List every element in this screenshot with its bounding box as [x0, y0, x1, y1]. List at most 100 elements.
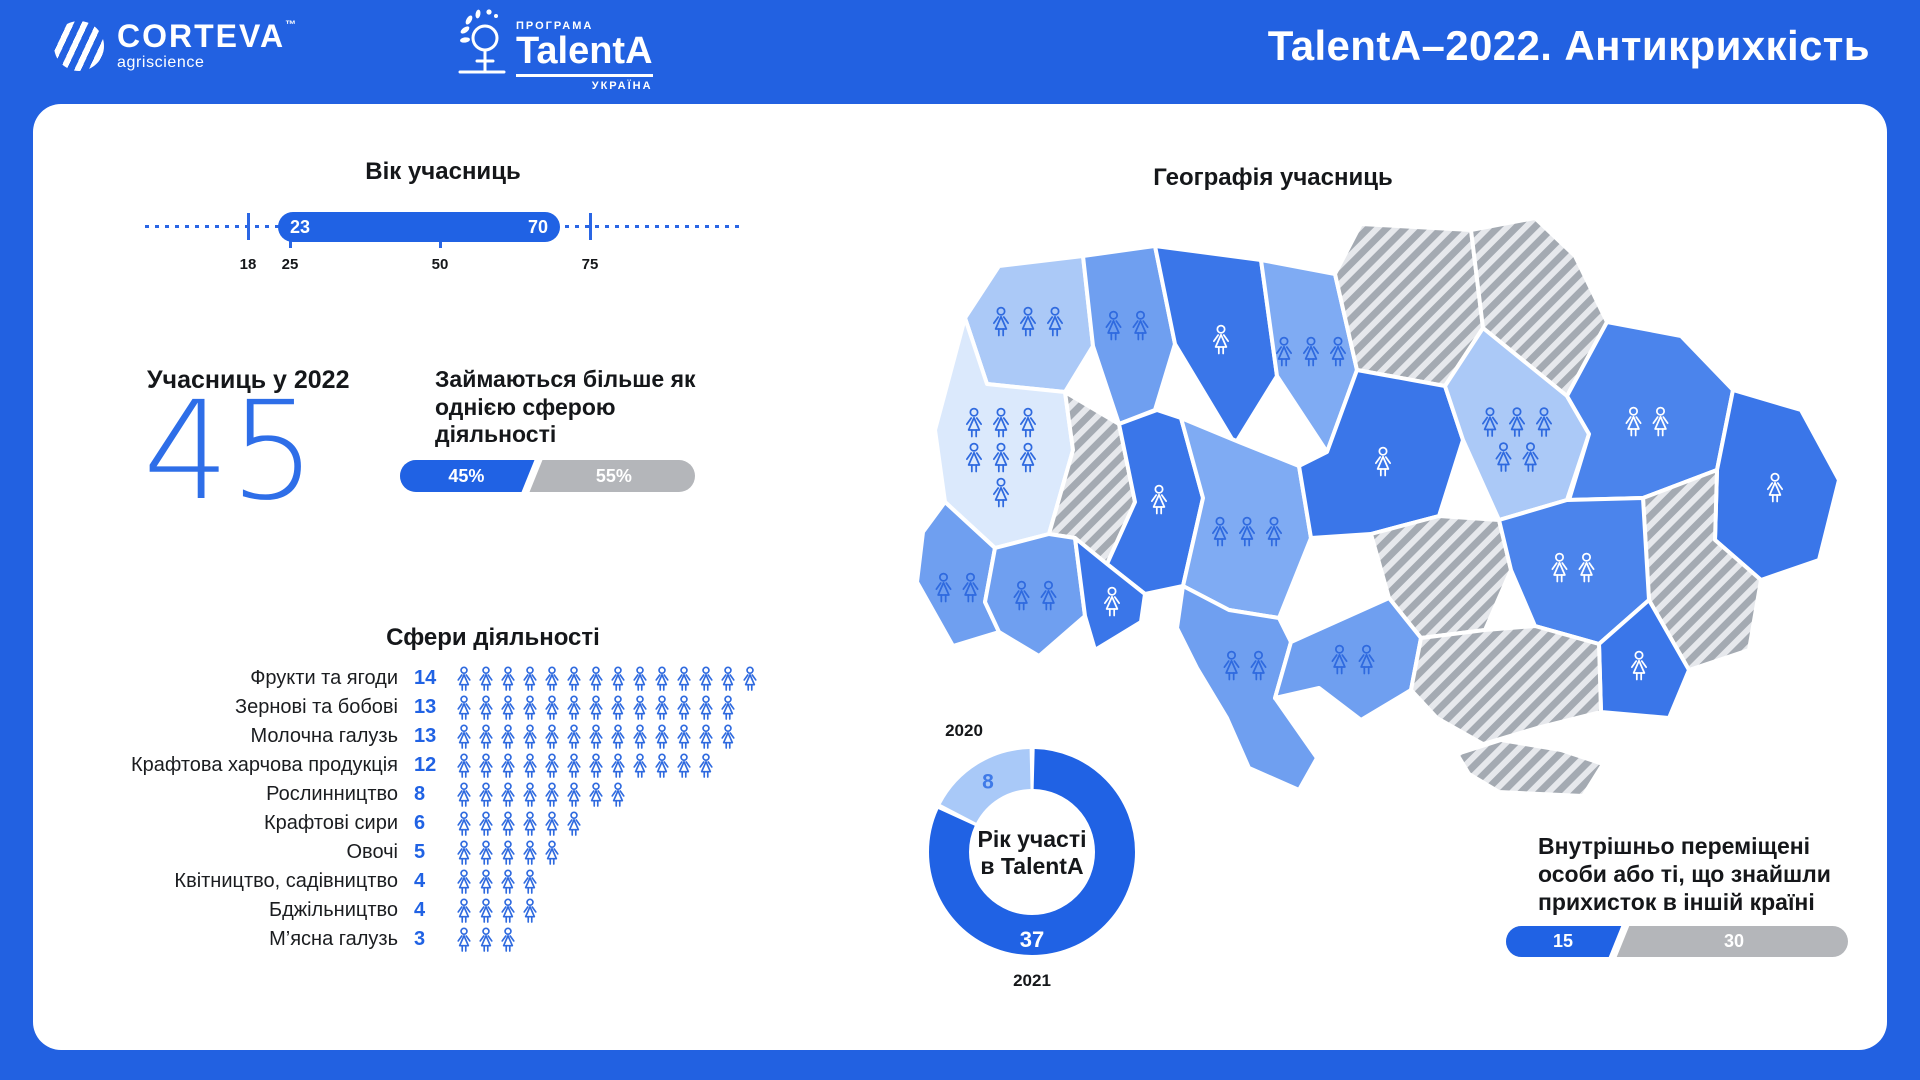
female-person-icon: [611, 694, 625, 720]
female-person-icon: [501, 926, 515, 952]
sphere-row: Квітництво, садівництво 4: [118, 867, 758, 896]
female-person-icon: [611, 781, 625, 807]
sphere-count: 5: [414, 841, 426, 863]
talenta-logo: ПРОГРАМА TalentA УКРАЇНА: [452, 8, 653, 92]
female-person-icon: [457, 868, 471, 894]
female-person-icon: [1212, 516, 1228, 547]
sphere-count: 4: [414, 870, 426, 892]
female-person-icon: [633, 723, 647, 749]
female-person-icon: [655, 723, 669, 749]
sphere-label: Крафтова харчова продукція: [130, 754, 398, 776]
female-person-icon: [611, 723, 625, 749]
corteva-logo-subtitle: agriscience: [117, 54, 205, 71]
female-person-icon: [545, 694, 559, 720]
female-person-icon: [501, 694, 515, 720]
female-person-icon: [501, 723, 515, 749]
female-person-icon: [501, 810, 515, 836]
bar-filled-segment: [400, 460, 542, 492]
corteva-logo-icon: [54, 21, 104, 71]
female-person-icon: [501, 665, 515, 691]
female-person-icon: [589, 723, 603, 749]
female-person-icon: [479, 810, 493, 836]
age-axis-label: 50: [431, 256, 449, 273]
age-axis-label: 25: [281, 256, 299, 273]
age-axis-label: 75: [581, 256, 599, 273]
female-person-icon: [545, 781, 559, 807]
spheres-list: Фрукти та ягоди 14 Зернові та бобові 13 Моло…: [118, 664, 758, 954]
age-axis-tick: [588, 213, 592, 240]
sphere-count: 13: [414, 696, 437, 718]
female-person-icon: [457, 694, 471, 720]
female-person-icon: [1578, 552, 1595, 583]
sphere-label: Квітництво, садівництво: [174, 870, 398, 892]
female-person-icon: [1223, 650, 1240, 681]
talenta-logo-program: ПРОГРАМА: [516, 20, 594, 32]
female-person-icon: [993, 407, 1009, 438]
female-person-icon: [1551, 552, 1568, 583]
female-person-icon: [523, 665, 537, 691]
sphere-pictograms: [456, 665, 758, 692]
age-range-pill: 23 70: [278, 212, 560, 242]
female-person-icon: [993, 442, 1009, 473]
female-person-icon: [699, 752, 713, 778]
female-person-icon: [633, 665, 647, 691]
sphere-label: Рослинництво: [266, 783, 398, 805]
female-person-icon: [523, 752, 537, 778]
bar-rest-label: 55%: [595, 465, 632, 486]
female-person-icon: [567, 781, 581, 807]
bar-value-label: 15: [1552, 931, 1574, 951]
sphere-row: Овочі 5: [118, 838, 758, 867]
female-person-icon: [457, 665, 471, 691]
sphere-row: Крафтові сири 6: [118, 809, 758, 838]
sphere-pictograms: [456, 694, 736, 721]
female-person-icon: [523, 897, 537, 923]
donut-slice-2021: [929, 749, 1135, 955]
female-person-icon: [501, 897, 515, 923]
sphere-row: М’ясна галузь 3: [118, 925, 758, 954]
map-region-odesa: [1175, 584, 1319, 792]
sphere-pictograms: [456, 839, 560, 866]
female-person-icon: [1239, 516, 1255, 547]
sphere-label: Зернові та бобові: [235, 696, 398, 718]
sphere-pictograms: [456, 781, 626, 808]
female-person-icon: [479, 694, 493, 720]
female-person-icon: [721, 723, 735, 749]
sphere-row: Фрукти та ягоди 14: [118, 664, 758, 693]
map-title: Географія учасниць: [1153, 164, 1393, 191]
talenta-logo-name: TalentA: [516, 31, 653, 77]
donut-value-2020: 8: [982, 771, 994, 794]
female-person-icon: [479, 839, 493, 865]
female-person-icon: [611, 752, 625, 778]
female-person-icon: [1105, 310, 1122, 341]
female-person-icon: [589, 665, 603, 691]
female-person-icon: [501, 839, 515, 865]
female-person-icon: [523, 723, 537, 749]
sphere-count: 8: [414, 783, 426, 805]
sphere-pictograms: [456, 926, 516, 953]
donut-center-label-line2: в TalentA: [980, 853, 1083, 879]
female-person-icon: [1303, 336, 1319, 367]
age-axis-label: 18: [239, 256, 257, 273]
female-person-icon: [523, 839, 537, 865]
female-person-icon: [479, 781, 493, 807]
female-person-icon: [523, 868, 537, 894]
female-person-icon: [677, 665, 691, 691]
female-person-icon: [545, 723, 559, 749]
female-person-icon: [567, 810, 581, 836]
female-person-icon: [545, 839, 559, 865]
sphere-pictograms: [456, 868, 538, 895]
multi-sphere-label: Займаються більше як однією сферою діяль…: [435, 366, 696, 448]
female-person-icon: [935, 572, 952, 603]
map-region-ivanofrankivsk: [983, 532, 1087, 658]
sphere-label: М’ясна галузь: [269, 928, 398, 950]
age-range-chart: 23 70 18 25 50 75: [145, 212, 740, 292]
female-person-icon: [677, 723, 691, 749]
female-person-icon: [567, 723, 581, 749]
female-person-icon: [501, 868, 515, 894]
donut-year-label-2021: 2021: [1013, 971, 1051, 990]
sphere-pictograms: [456, 752, 714, 779]
sphere-count: 3: [414, 928, 426, 950]
female-person-icon: [699, 694, 713, 720]
